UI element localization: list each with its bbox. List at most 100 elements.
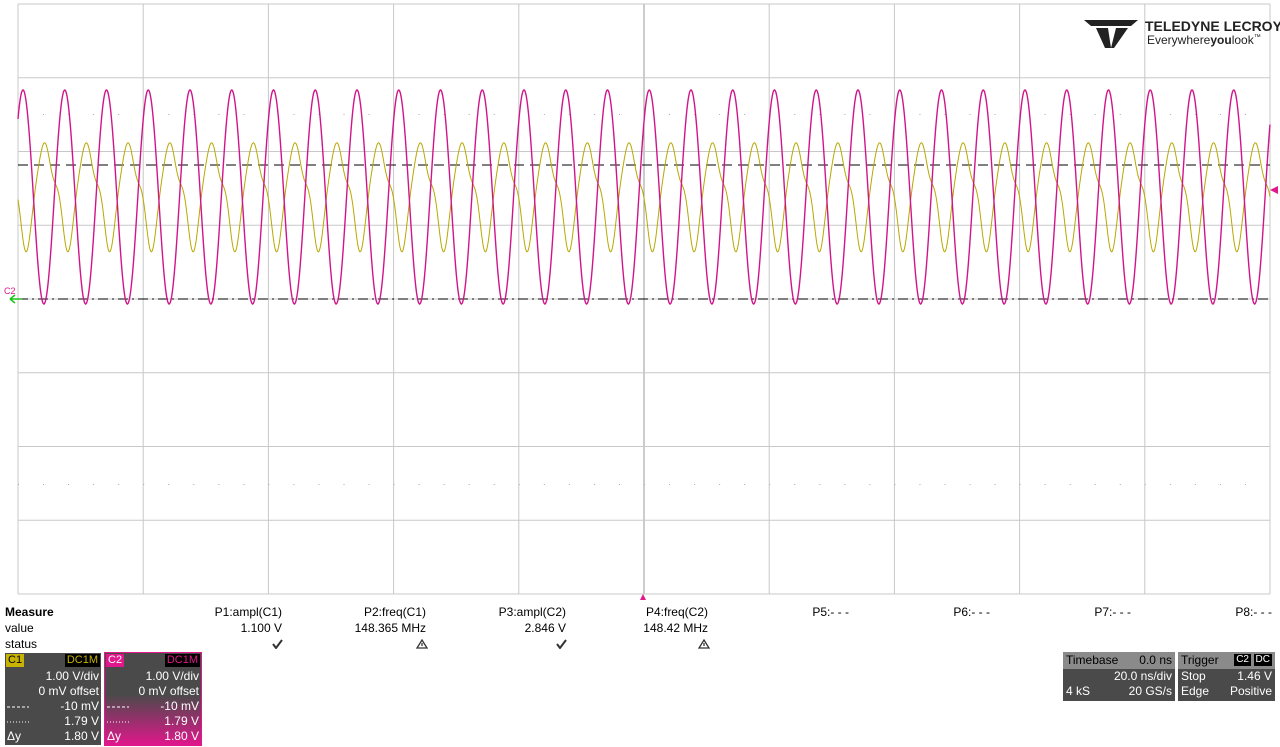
grid-dot xyxy=(143,484,145,485)
grid-dot xyxy=(819,484,821,485)
trigger-level: 1.46 V xyxy=(1237,669,1272,683)
grid-dot xyxy=(1244,484,1246,485)
grid-dot xyxy=(1019,484,1021,485)
status-ok xyxy=(272,639,283,649)
trigger-box[interactable]: Trigger C2 DC Stop 1.46 V Edge Positive xyxy=(1178,652,1275,701)
grid-dot xyxy=(694,484,696,485)
param-name: P7:- - - xyxy=(1094,605,1131,619)
grid xyxy=(17,3,1271,595)
line-style-icon xyxy=(7,706,29,708)
grid-dot xyxy=(994,484,996,485)
grid-dot xyxy=(869,114,871,115)
delta-label: Δy xyxy=(107,729,122,743)
trigger-coupling: DC xyxy=(1253,654,1272,666)
grid-dot xyxy=(68,484,70,485)
grid-dot xyxy=(343,114,345,115)
grid-dot xyxy=(694,114,696,115)
grid-dot xyxy=(443,484,445,485)
grid-dot xyxy=(518,484,520,485)
grid-dot xyxy=(1194,114,1196,115)
grid-dot xyxy=(193,484,195,485)
trigger-type: Edge xyxy=(1181,684,1210,698)
grid-dot xyxy=(819,114,821,115)
param-value: 148.365 MHz xyxy=(354,621,426,635)
grid-dot xyxy=(618,484,620,485)
grid-dot xyxy=(168,114,170,115)
c1-trace xyxy=(17,142,1271,253)
tagline: look xyxy=(1232,33,1255,47)
c2-trace xyxy=(17,89,1271,305)
channel-row: 1.00 V/div xyxy=(5,669,101,684)
trigger-header: Trigger C2 DC xyxy=(1178,652,1275,669)
channel-dashed: -10 mV xyxy=(60,699,99,713)
channel-scale: 1.00 V/div xyxy=(145,669,199,683)
grid-dot xyxy=(744,114,746,115)
status-icon xyxy=(556,639,567,649)
timebase-title: Timebase xyxy=(1066,653,1119,667)
grid-dot xyxy=(1119,484,1121,485)
param-value: 148.42 MHz xyxy=(643,621,708,635)
grid-dot xyxy=(268,484,270,485)
grid-dot xyxy=(193,114,195,115)
grid-dot xyxy=(368,114,370,115)
timebase-rate: 20 GS/s xyxy=(1128,684,1172,698)
channel-offset: 0 mV offset xyxy=(138,684,199,698)
param-name: P3:ampl(C2) xyxy=(498,605,566,619)
channel-row: 1.00 V/div xyxy=(105,669,201,684)
logo-brand: TELEDYNE LECROY xyxy=(1145,18,1280,34)
measure-header: Measure xyxy=(5,605,54,619)
grid-dot xyxy=(1069,114,1071,115)
row-label: status xyxy=(5,637,38,651)
grid-dot xyxy=(944,114,946,115)
grid-dot xyxy=(243,114,245,115)
grid-dot xyxy=(293,484,295,485)
trademark: ™ xyxy=(1254,34,1261,41)
channel-row: 0 mV offset xyxy=(105,684,201,699)
grid-dot xyxy=(1094,114,1096,115)
trigger-title: Trigger xyxy=(1181,653,1219,667)
channel-row: 1.80 V Δy xyxy=(5,729,101,744)
grid-dot xyxy=(1169,114,1171,115)
logo-mark xyxy=(1084,20,1138,48)
channel-label: C2 xyxy=(106,654,125,667)
trace-marker: C2 xyxy=(4,286,16,296)
status-ok xyxy=(556,639,567,649)
param-name: P2:freq(C1) xyxy=(363,605,426,619)
grid-dot xyxy=(994,114,996,115)
grid-dot xyxy=(644,484,645,485)
grid-dot xyxy=(318,484,320,485)
grid-dot xyxy=(43,114,45,115)
channel-row: 0 mV offset xyxy=(5,684,101,699)
grid-dot xyxy=(1169,484,1171,485)
param-name: P6:- - - xyxy=(953,605,990,619)
channel-dotted: 1.79 V xyxy=(64,714,99,728)
trigger-time-marker xyxy=(640,594,646,600)
channel-coupling: DC1M xyxy=(64,654,100,667)
trigger-source: C2 xyxy=(1234,654,1251,666)
grid-dot xyxy=(543,484,545,485)
grid-dot xyxy=(1194,484,1196,485)
grid-dot xyxy=(744,484,746,485)
status-icon xyxy=(698,639,710,649)
timebase-box[interactable]: Timebase 0.0 ns 20.0 ns/div 4 kS 20 GS/s xyxy=(1063,652,1175,701)
grid-dot xyxy=(794,484,796,485)
ground-marker xyxy=(9,294,22,304)
grid-dot xyxy=(894,484,896,485)
grid-dot xyxy=(1244,114,1246,115)
grid-dot xyxy=(1119,114,1121,115)
grid-dot xyxy=(43,484,45,485)
grid-dot xyxy=(769,484,771,485)
grid-dot xyxy=(1094,484,1096,485)
grid-dot xyxy=(318,114,320,115)
grid-dot xyxy=(418,114,420,115)
delta-label: Δy xyxy=(7,729,22,743)
grid-dot xyxy=(669,114,671,115)
param-value: 1.100 V xyxy=(240,621,282,635)
grid-dot xyxy=(618,114,620,115)
grid-dot xyxy=(669,484,671,485)
trigger-level-marker xyxy=(1270,186,1278,194)
channel-label: C1 xyxy=(6,654,25,667)
